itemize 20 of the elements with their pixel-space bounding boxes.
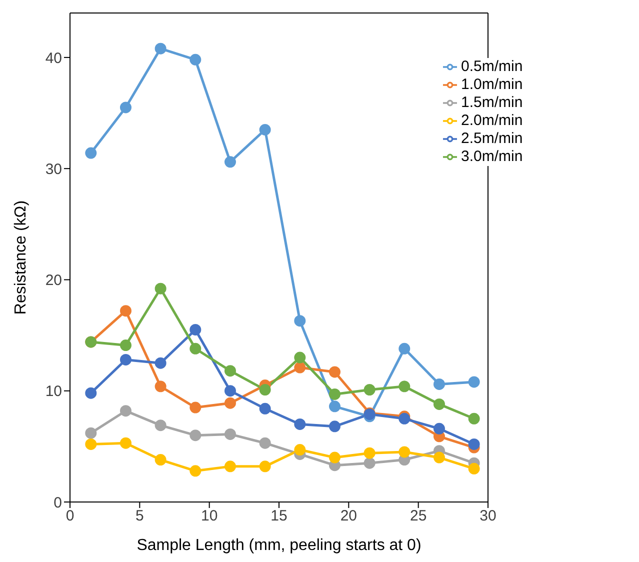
x-tick-label: 15 xyxy=(270,508,288,525)
x-tick-label: 20 xyxy=(340,508,358,525)
y-tick-label: 40 xyxy=(45,50,62,67)
x-axis-title: Sample Length (mm, peeling starts at 0) xyxy=(136,537,422,554)
y-tick-label: 30 xyxy=(45,160,62,178)
y-tick-label: 20 xyxy=(45,272,62,290)
legend-label: 1.5m/min xyxy=(461,94,523,111)
y-tick-label: 0 xyxy=(54,494,62,512)
y-tick-label: 10 xyxy=(45,383,62,400)
legend-label: 2.0m/min xyxy=(461,112,523,129)
legend-label: 2.5m/min xyxy=(461,130,523,147)
legend-label: 1.0m/min xyxy=(461,76,523,93)
y-axis-title: Resistance (kΩ) xyxy=(12,200,30,315)
x-tick-label: 30 xyxy=(480,508,496,525)
x-tick-label: 0 xyxy=(66,508,74,525)
legend-label: 0.5m/min xyxy=(461,58,523,75)
x-tick-label: 10 xyxy=(200,508,218,525)
x-tick-label: 25 xyxy=(410,508,427,525)
x-tick-label: 5 xyxy=(135,508,144,525)
legend-label: 3.0m/min xyxy=(461,148,523,165)
